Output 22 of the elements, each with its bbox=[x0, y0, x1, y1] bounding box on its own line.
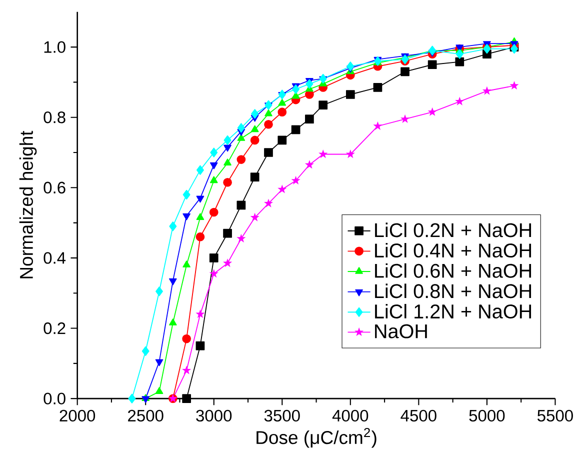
y-tick-label: 0.0 bbox=[44, 392, 66, 404]
y-tick-label: 0.8 bbox=[44, 112, 66, 124]
y-tick-label: 0.4 bbox=[44, 252, 66, 264]
x-tick-label: 4000 bbox=[332, 410, 368, 422]
legend-label: LiCl 0.4N + NaOH bbox=[375, 243, 532, 258]
x-tick-label: 3000 bbox=[196, 410, 232, 422]
x-axis-title: Dose (μC/cm$^{2}$) bbox=[256, 428, 376, 448]
legend-label: LiCl 0.8N + NaOH bbox=[375, 284, 532, 298]
legend-label: LiCl 0.2N + NaOH bbox=[375, 222, 532, 238]
y-axis-title: Normalized height bbox=[19, 130, 37, 278]
x-tick-label: 3500 bbox=[264, 410, 300, 422]
legend-label: LiCl 0.6N + NaOH bbox=[375, 263, 532, 278]
y-tick-label: 0.2 bbox=[44, 322, 66, 334]
y-tick-label: 0.6 bbox=[44, 182, 66, 194]
x-tick-label: 5000 bbox=[469, 410, 505, 422]
legend-label: NaOH bbox=[375, 324, 427, 338]
x-tick-label: 5500 bbox=[538, 410, 573, 422]
x-tick-label: 2500 bbox=[128, 410, 164, 422]
legend-label: LiCl 1.2N + NaOH bbox=[375, 304, 532, 319]
x-tick-label: 2000 bbox=[60, 410, 96, 422]
x-tick-label: 4500 bbox=[400, 410, 436, 422]
y-tick-label: 1.0 bbox=[44, 41, 66, 53]
